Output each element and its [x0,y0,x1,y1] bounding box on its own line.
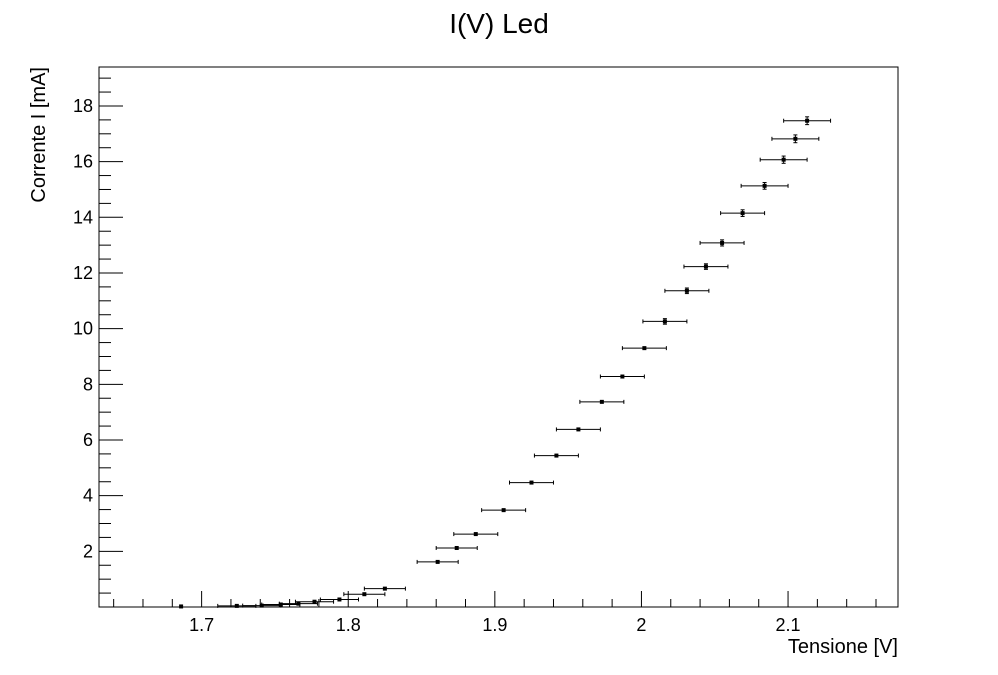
data-marker [278,602,283,607]
y-tick-label: 18 [73,96,93,116]
data-point [740,182,789,190]
axis-ticks: 1.7 1.8 1.9 2 2.1 2 4 6 8 10 12 14 16 18 [73,77,877,635]
x-axis-label: Tensione [V] [788,636,898,658]
data-marker [599,399,604,404]
data-marker [662,319,667,324]
data-marker [529,480,534,485]
data-point [642,318,688,325]
data-point [319,597,359,602]
data-marker [703,264,708,269]
x-tick-label: 1.7 [189,615,214,635]
data-point [759,155,808,164]
data-marker [435,559,440,564]
y-tick-label: 2 [83,541,93,561]
x-tick-label: 2.1 [776,615,801,635]
data-marker [179,604,184,609]
data-point [508,480,554,485]
data-point [621,346,667,351]
data-point [683,263,729,270]
data-marker [362,592,367,597]
data-point [599,374,645,379]
data-marker [382,586,387,591]
y-tick-label: 6 [83,430,93,450]
data-point [771,134,820,144]
data-marker [805,118,810,123]
data-point [278,601,318,606]
data-point [664,287,710,295]
data-marker [337,597,342,602]
x-tick-label: 1.8 [336,615,361,635]
data-point [363,586,406,591]
data-marker [473,532,478,537]
data-marker [576,427,581,432]
data-point [555,427,601,432]
data-marker [762,183,767,188]
plot-frame [98,66,899,608]
data-point [783,116,832,126]
data-marker [781,157,786,162]
data-marker [554,453,559,458]
x-tick-label: 1.9 [482,615,507,635]
y-tick-label: 8 [83,374,93,394]
data-marker [454,545,459,550]
axes [98,66,899,608]
data-marker [234,603,239,608]
data-marker [793,136,798,141]
data-points [179,116,832,609]
data-point [533,453,579,458]
y-tick-label: 4 [83,486,93,506]
data-marker [740,211,745,216]
x-tick-label: 2 [636,615,646,635]
data-point [343,592,386,597]
data-point [453,532,499,537]
data-marker [684,288,689,293]
data-marker [501,508,506,513]
data-point [720,209,766,217]
data-point [481,508,527,513]
y-axis-label: Corrente I [mA] [28,67,50,203]
y-tick-label: 16 [73,152,93,172]
y-tick-label: 14 [73,207,93,227]
data-marker [296,601,301,606]
chart-title: I(V) Led [449,8,549,39]
data-marker [720,240,725,245]
data-point [416,559,459,564]
data-marker [620,374,625,379]
data-marker [312,599,317,604]
y-tick-label: 10 [73,319,93,339]
data-point [579,399,625,404]
y-tick-label: 12 [73,263,93,283]
data-point [179,604,184,609]
data-point [699,239,745,247]
data-point [435,545,478,550]
data-point [294,599,335,604]
data-marker [642,346,647,351]
